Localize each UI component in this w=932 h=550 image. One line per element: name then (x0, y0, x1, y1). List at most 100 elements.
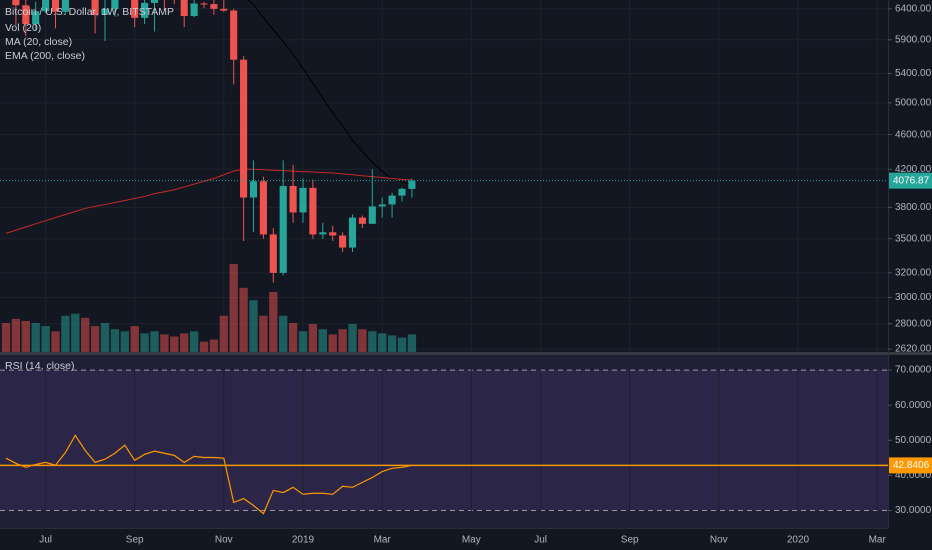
volume-bar (209, 339, 219, 352)
candle-body (299, 187, 307, 213)
y-tick-label: 5400.00 (895, 68, 932, 79)
last-rsi-box (889, 457, 932, 474)
volume-bar (358, 329, 367, 352)
volume-bar (71, 313, 80, 352)
volume-bar (288, 323, 298, 352)
candle-body (150, 0, 159, 3)
candle-body (368, 206, 376, 224)
x-tick-label: Mar (374, 535, 392, 546)
x-tick-label: Jul (39, 535, 52, 546)
volume-bar (328, 334, 337, 352)
candle-body (269, 234, 277, 273)
candle-body (408, 180, 416, 189)
candle-body (249, 181, 258, 198)
x-tick-label: Nov (215, 535, 233, 546)
candle-body (131, 0, 139, 18)
y-tick-label: 50.0000 (895, 435, 932, 446)
candle-body (51, 0, 60, 12)
volume-bar (21, 320, 30, 352)
candle-body (378, 204, 386, 207)
rsi-band (0, 370, 888, 511)
y-tick-label: 3800.00 (895, 202, 932, 213)
volume-bar (397, 337, 407, 352)
chart-title: Bitcoin / U.S. Dollar, 1W, BITSTAMP (5, 6, 174, 18)
candle-body (398, 188, 406, 196)
candle-body (358, 217, 366, 224)
ma-line (5, 168, 412, 234)
volume-bar (338, 329, 347, 352)
volume-bar (298, 331, 308, 352)
volume-bar (229, 264, 238, 352)
volume-bar (407, 334, 417, 352)
y-tick-label: 4200.00 (895, 164, 932, 175)
candle-body (101, 8, 109, 15)
candle-body (91, 0, 99, 15)
y-tick-label: 3500.00 (895, 233, 932, 244)
candle-body (61, 0, 69, 12)
volume-bar (219, 315, 228, 352)
candle-body (289, 185, 297, 213)
candle-body (200, 3, 208, 5)
x-tick-label: Sep (621, 535, 639, 546)
candle-body (319, 232, 327, 235)
y-tick-label: 40.0000 (895, 470, 932, 481)
volume-bar (140, 333, 149, 352)
volume-bar (11, 318, 21, 352)
rsi-line (5, 434, 413, 515)
x-tick-label: May (462, 535, 481, 546)
candle-body (339, 235, 347, 248)
x-tick-label: Mar (869, 535, 887, 546)
axes: Jul Sep Nov 2019 Mar May Jul Sep Nov 2020 Mar 2620.… (39, 3, 932, 546)
candle-body (259, 181, 267, 235)
x-tick-label: Jul (534, 535, 547, 546)
legend-ma: MA (20, close) (5, 36, 72, 48)
candle-body (279, 185, 287, 273)
x-tick-label: Sep (126, 535, 144, 546)
y-tick-label: 5900.00 (895, 34, 932, 45)
volume-bar (378, 333, 387, 352)
candle-body (388, 195, 396, 205)
y-tick-label: 5000.00 (895, 98, 932, 109)
volume-bar (308, 324, 318, 352)
candle-body (210, 4, 218, 9)
candle-body (230, 10, 238, 60)
volume-bar (368, 331, 377, 352)
volume-bar (110, 329, 120, 352)
x-tick-label: Nov (710, 535, 728, 546)
y-tick-label: 4600.00 (895, 129, 932, 140)
y-tick-label: 2800.00 (895, 318, 932, 329)
price-pane (0, 0, 888, 352)
legend-ema: EMA (200, close) (5, 50, 85, 62)
ma-line (247, 0, 412, 185)
candle-body (180, 0, 188, 17)
volume-bar (170, 336, 179, 352)
candle-body (22, 5, 30, 25)
volume-bar (180, 333, 189, 352)
volume-bar (279, 315, 288, 352)
volume-bar (61, 315, 70, 352)
volume-bar (199, 341, 209, 352)
candle-body (348, 217, 357, 248)
volume-bar (31, 323, 40, 352)
volume-bar (249, 300, 258, 352)
volume-bar (81, 317, 90, 352)
candle-body (329, 232, 337, 236)
legend-volume: Vol (20) (5, 22, 41, 34)
last-price-box (889, 172, 932, 189)
volume-bar (269, 291, 278, 352)
rsi-pane (0, 355, 888, 528)
candle-body (12, 0, 20, 6)
y-tick-label: 3000.00 (895, 292, 932, 303)
candle-body (309, 187, 317, 235)
candle-body (111, 0, 119, 9)
rsi-background (0, 355, 888, 528)
volume-bar (130, 326, 139, 352)
volume-bar (239, 287, 248, 352)
y-tick-label: 60.0000 (895, 400, 932, 411)
volume-bar (41, 326, 50, 352)
y-tick-label: 6400.00 (895, 3, 932, 14)
candle-body (240, 59, 248, 198)
